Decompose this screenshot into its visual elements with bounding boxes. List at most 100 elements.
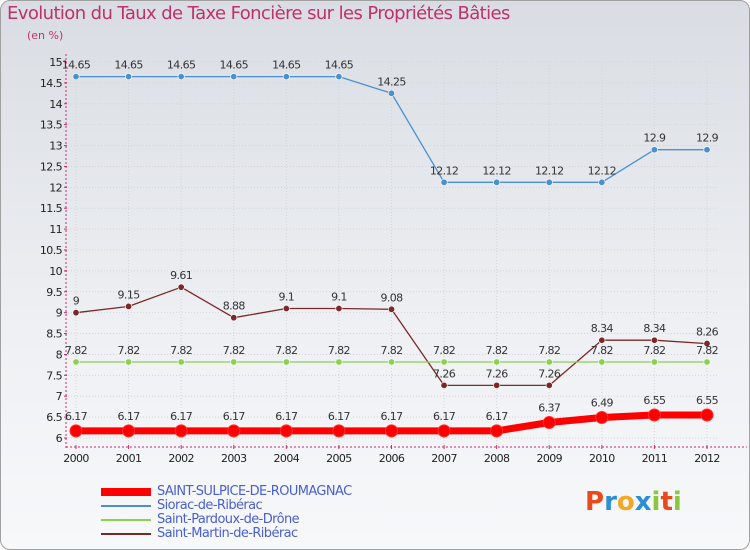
- data-point: [440, 381, 448, 389]
- data-point: [122, 424, 136, 438]
- data-label: 12.12: [482, 164, 511, 177]
- legend-swatch: [101, 488, 151, 496]
- logo-letter: i: [651, 487, 661, 517]
- data-point: [387, 358, 395, 366]
- data-point: [595, 411, 609, 425]
- logo-letter: P: [585, 487, 605, 517]
- data-point: [332, 424, 346, 438]
- legend-label: SAINT-SULPICE-DE-ROUMAGNAC: [157, 484, 352, 499]
- data-point: [227, 424, 241, 438]
- data-label: 7.82: [538, 344, 560, 357]
- y-tick-label: 6: [56, 432, 63, 445]
- logo-letter: t: [660, 487, 673, 517]
- data-label: 6.17: [275, 410, 298, 423]
- y-tick-label: 14: [49, 98, 62, 111]
- x-tick-labels: 2000 2001 2002 2003 2004 2005 2006 2007 2008 2009…: [63, 452, 720, 465]
- y-tick-label: 11: [49, 223, 62, 236]
- data-label: 6.55: [643, 394, 666, 407]
- data-point: [335, 358, 343, 366]
- legend-swatch: [101, 533, 151, 535]
- data-label: 14.65: [325, 59, 354, 72]
- data-point: [387, 305, 395, 313]
- data-label: 12.12: [535, 164, 564, 177]
- data-point: [703, 146, 711, 154]
- data-point: [598, 336, 606, 344]
- data-point: [493, 178, 501, 186]
- data-label: 9.1: [278, 290, 294, 303]
- data-point: [598, 358, 606, 366]
- x-tick-label: 2004: [274, 452, 300, 465]
- y-tick-label: 13: [49, 140, 62, 153]
- data-point: [125, 302, 133, 310]
- data-point: [69, 424, 83, 438]
- data-label: 12.12: [430, 164, 459, 177]
- data-point: [279, 424, 293, 438]
- data-label: 6.17: [223, 410, 246, 423]
- data-label: 6.17: [486, 410, 509, 423]
- data-label: 6.55: [696, 394, 719, 407]
- y-tick-label: 15: [49, 56, 62, 69]
- y-tick-label: 8: [56, 348, 63, 361]
- data-point: [177, 358, 185, 366]
- x-tick-label: 2001: [116, 452, 142, 465]
- data-point: [282, 358, 290, 366]
- y-tick-label: 7: [56, 390, 63, 403]
- data-point: [125, 358, 133, 366]
- data-label: 9: [73, 295, 80, 308]
- data-label: 14.65: [62, 59, 91, 72]
- logo-letter: r: [604, 487, 617, 517]
- legend-label: Saint-Pardoux-de-Drône: [157, 512, 300, 527]
- data-point: [72, 358, 80, 366]
- data-label: 8.34: [591, 322, 614, 335]
- data-label: 7.82: [643, 344, 665, 357]
- data-point: [72, 73, 80, 81]
- data-point: [282, 73, 290, 81]
- data-point: [230, 73, 238, 81]
- y-tick-label: 12: [49, 181, 62, 194]
- data-point: [703, 340, 711, 348]
- data-point: [542, 416, 556, 430]
- data-label: 14.65: [220, 59, 249, 72]
- y-tick-labels: 6 6.5 7 7.5 8 8.5 9 9.5 10 10.5 11 11.5 12 12.5 13 13.5…: [40, 56, 63, 445]
- data-label: 7.82: [170, 344, 192, 357]
- y-tick-label: 14.5: [40, 77, 63, 90]
- data-point: [282, 304, 290, 312]
- data-point: [72, 309, 80, 317]
- data-point: [174, 424, 188, 438]
- data-label: 6.17: [118, 410, 141, 423]
- data-label: 9.15: [118, 288, 141, 301]
- data-point: [335, 304, 343, 312]
- data-label: 7.82: [65, 344, 87, 357]
- data-label: 7.82: [380, 344, 402, 357]
- data-point: [440, 358, 448, 366]
- data-label: 6.17: [170, 410, 193, 423]
- legend-label: Saint-Martin-de-Ribérac: [157, 526, 298, 541]
- data-point: [177, 73, 185, 81]
- x-tick-label: 2000: [63, 452, 89, 465]
- data-point: [230, 358, 238, 366]
- data-label: 6.17: [380, 410, 403, 423]
- data-label: 9.61: [170, 269, 192, 282]
- logo-letter: x: [634, 487, 652, 517]
- x-tick-label: 2006: [379, 452, 405, 465]
- data-point: [647, 408, 661, 422]
- y-tick-label: 9: [56, 307, 63, 320]
- data-label: 6.17: [433, 410, 456, 423]
- data-label: 8.34: [643, 322, 666, 335]
- data-point: [545, 178, 553, 186]
- data-label: 7.82: [696, 344, 718, 357]
- unit-label: (en %): [27, 29, 64, 42]
- data-point: [703, 358, 711, 366]
- data-label: 7.82: [328, 344, 350, 357]
- data-label: 7.26: [538, 367, 561, 380]
- x-tick-label: 2010: [589, 452, 615, 465]
- data-label: 7.82: [223, 344, 245, 357]
- data-point: [650, 336, 658, 344]
- data-point: [545, 381, 553, 389]
- y-tick-label: 13.5: [40, 119, 63, 132]
- y-tick-label: 7.5: [46, 369, 62, 382]
- data-label: 8.26: [696, 326, 719, 339]
- data-label: 14.65: [167, 59, 196, 72]
- y-tick-label: 8.5: [46, 328, 62, 341]
